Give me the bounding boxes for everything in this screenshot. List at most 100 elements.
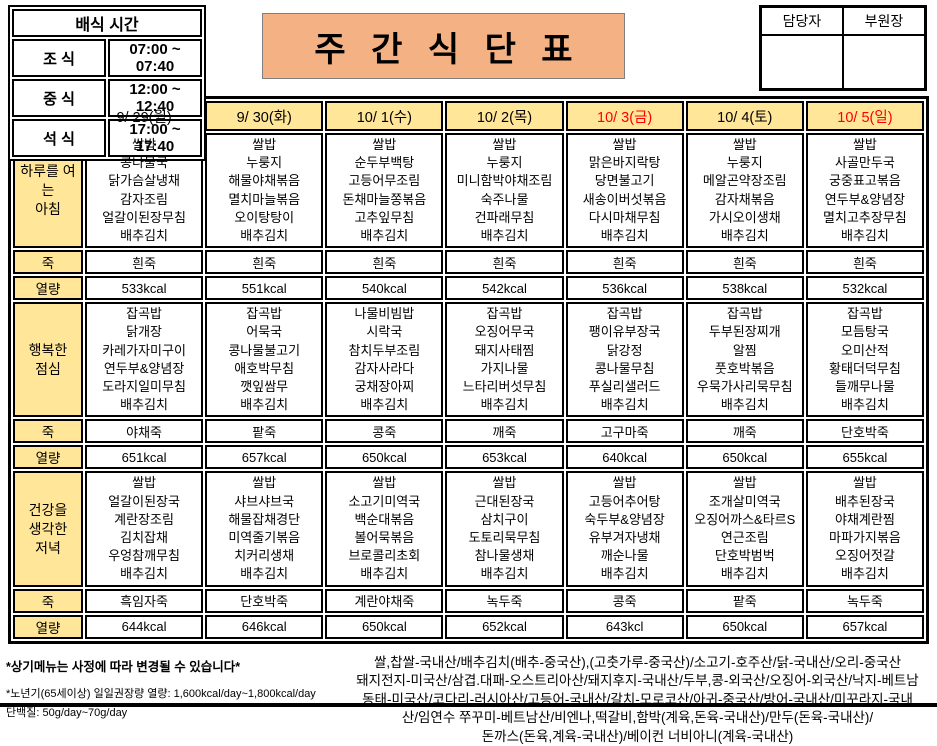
approval-col-director: 부원장	[864, 13, 904, 29]
menu-item: 가지나물	[480, 360, 529, 376]
menu-item: 볼어묵볶음	[354, 530, 415, 546]
menu-item: 배추김치	[120, 397, 168, 413]
menu-item: 가시오이생채	[708, 209, 781, 225]
menu-cell: 쌀밥 고등어추어탕 숙두부&양념장 유부겨자냉채 깨순나물 배추김치	[565, 471, 684, 587]
day-header: 10/ 1(수)	[325, 101, 444, 131]
menu-item: 오미산적	[841, 342, 889, 358]
porridge-label: 죽	[13, 588, 83, 613]
menu-item: 오징어무국	[474, 324, 535, 340]
menu-item: 쌀밥	[852, 137, 877, 152]
calorie-cell: 540kcal	[325, 276, 444, 301]
porridge-cell: 흰죽	[805, 250, 924, 275]
menu-item: 배추김치	[240, 566, 289, 582]
menu-item: 모듬탕국	[841, 324, 889, 340]
day-header: 10/ 2(목)	[445, 101, 564, 131]
calorie-cell: 646kcal	[205, 614, 324, 639]
calorie-label: 열량	[13, 276, 83, 301]
menu-item: 배추김치	[720, 397, 769, 413]
menu-item: 깨순나물	[600, 548, 649, 564]
menu-item: 쌀밥	[612, 475, 637, 491]
menu-cell: 쌀밥 근대된장국 삼치구이 도토리묵무침 참나물생채 배추김치	[445, 471, 564, 587]
menu-item: 두부된장찌개	[708, 324, 781, 340]
menu-item: 배추김치	[240, 397, 289, 413]
menu-item: 배추김치	[841, 566, 889, 582]
menu-item: 누룽지	[486, 155, 523, 171]
menu-item: 고등어추어탕	[588, 493, 661, 509]
menu-item: 야채계란찜	[835, 511, 895, 527]
porridge-cell: 단호박죽	[205, 588, 324, 613]
porridge-cell: 녹두죽	[805, 588, 924, 613]
menu-cell: 쌀밥 콩나물국 닭가슴살냉채 감자조림 얼갈이된장무침 배추김치	[85, 133, 204, 249]
porridge-cell: 흑임자죽	[85, 588, 204, 613]
calorie-label: 열량	[13, 445, 83, 470]
menu-item: 배추김치	[360, 228, 409, 244]
approval-header: 담당자 부원장	[762, 8, 924, 36]
footnote-origin-info: 쌀,찹쌀-국내산/배추김치(배추-중국산),(고춧가루-중국산)/소고기-호주산…	[342, 652, 933, 746]
menu-item: 도라지일미무침	[102, 379, 186, 395]
menu-item: 새송이버섯볶음	[582, 191, 667, 207]
menu-item: 콩나물무침	[594, 360, 655, 376]
menu-item: 배추된장국	[835, 493, 895, 509]
page-bottom-rule	[0, 703, 937, 707]
menu-item: 연두부&양념장	[824, 191, 906, 207]
menu-item: 배추김치	[720, 228, 769, 244]
calorie-cell: 650kcal	[685, 445, 804, 470]
menu-item: 조개살미역국	[708, 493, 781, 509]
menu-item: 쌀밥	[252, 137, 277, 152]
menu-item: 깻잎쌈무	[240, 379, 289, 395]
menu-item: 배추김치	[600, 397, 649, 413]
menu-item: 닭강정	[606, 342, 643, 358]
menu-item: 잡곡밥	[726, 306, 763, 322]
menu-item: 쌀밥	[372, 475, 397, 491]
menu-item: 쌀밥	[372, 137, 397, 152]
calorie-cell: 657kcal	[805, 614, 924, 639]
porridge-cell: 콩죽	[325, 419, 444, 444]
porridge-cell: 흰죽	[685, 250, 804, 275]
menu-item: 누룽지	[726, 155, 763, 171]
menu-cell: 쌀밥 누룽지 미니함박야채조림 숙주나물 건파래무침 배추김치	[445, 133, 564, 249]
menu-item: 콩나물국	[120, 155, 168, 171]
menu-cell: 쌀밥 소고기미역국 백순대볶음 볼어묵볶음 브로콜리초회 배추김치	[325, 471, 444, 587]
menu-item: 잡곡밥	[126, 306, 163, 322]
serving-time-title: 배식 시간	[12, 9, 202, 37]
calorie-cell: 644kcal	[85, 614, 204, 639]
menu-item: 배추김치	[120, 566, 168, 582]
menu-item: 맑은바지락탕	[588, 155, 661, 171]
menu-item: 배추김치	[600, 566, 649, 582]
menu-item: 얼갈이된장국	[108, 493, 180, 509]
porridge-cell: 흰죽	[85, 250, 204, 275]
menu-item: 브로콜리초회	[348, 548, 421, 564]
menu-item: 숙주나물	[480, 191, 529, 207]
origin-info-line: 동태-미국산/코다리-러시아산/고등어-국내산/갈치-모로코산/아귀-중국산/방…	[362, 691, 913, 707]
calorie-cell: 655kcal	[805, 445, 924, 470]
menu-item: 단호박범벅	[714, 548, 775, 564]
porridge-cell: 깨죽	[445, 419, 564, 444]
menu-item: 잡곡밥	[846, 306, 883, 322]
menu-item: 유부겨자냉채	[588, 530, 661, 546]
menu-item: 소고기미역국	[348, 493, 421, 509]
porridge-cell: 깨죽	[685, 419, 804, 444]
serving-time-row-value: 07:00 ~ 07:40	[108, 39, 202, 77]
menu-item: 쌀밥	[852, 475, 877, 491]
menu-item: 시락국	[366, 324, 403, 340]
calorie-label: 열량	[13, 614, 83, 639]
origin-info-line: 돈까스(돈육,계육-국내산)/베이컨 너비아니(계육-국내산)	[481, 728, 794, 744]
menu-item: 팽이유부장국	[588, 324, 661, 340]
calorie-cell: 640kcal	[565, 445, 684, 470]
approval-sign-cell	[762, 36, 844, 88]
porridge-cell: 녹두죽	[445, 588, 564, 613]
menu-item: 쌀밥	[252, 475, 277, 491]
menu-item: 쌀밥	[732, 475, 757, 491]
approval-col-manager: 담당자	[762, 8, 844, 34]
menu-item: 다시마채무침	[588, 209, 661, 225]
menu-item: 푸실리샐러드	[588, 379, 661, 395]
menu-item: 삼치구이	[480, 511, 529, 527]
top-section: 배식 시간 조 식 07:00 ~ 07:40 중 식 12:00 ~ 12:4…	[0, 0, 937, 161]
menu-cell: 잡곡밥 모듬탕국 오미산적 황태더덕무침 들깨무나물 배추김치	[805, 302, 924, 418]
menu-item: 배추김치	[841, 397, 889, 413]
menu-table-body: 9/ 29(월) 9/ 30(화) 10/ 1(수) 10/ 2(목) 10/ 3(금)…	[13, 101, 924, 639]
porridge-cell: 고구마죽	[565, 419, 684, 444]
footnote-calorie-recommendation: *노년기(65세이상) 일일권장량 열량: 1,600kcal/day~1,80…	[6, 687, 316, 700]
menu-item: 멸치고추장무침	[823, 209, 907, 225]
menu-item: 배추김치	[720, 566, 769, 582]
